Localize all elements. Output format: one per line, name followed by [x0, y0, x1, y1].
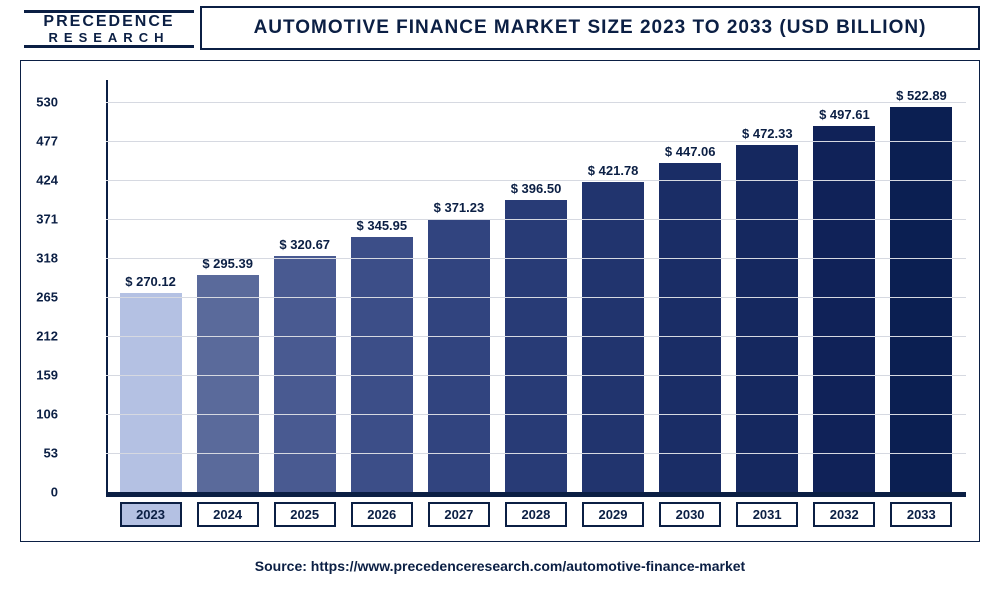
y-tick-label: 530 — [18, 95, 58, 110]
bar — [505, 200, 567, 492]
gridline — [106, 102, 966, 103]
y-tick-label: 477 — [18, 134, 58, 149]
bar-value-label: $ 371.23 — [434, 200, 485, 215]
logo-text-top: PRECEDENCE — [24, 14, 194, 31]
bar — [197, 275, 259, 492]
y-tick-label: 212 — [18, 329, 58, 344]
logo: PRECEDENCE RESEARCH — [24, 10, 194, 48]
y-tick-label: 371 — [18, 212, 58, 227]
x-axis-label: 2027 — [428, 502, 490, 527]
x-axis-label: 2029 — [582, 502, 644, 527]
bar — [890, 107, 952, 492]
x-axis-line — [106, 492, 966, 497]
y-tick-label: 424 — [18, 173, 58, 188]
bar — [736, 145, 798, 492]
gridline — [106, 414, 966, 415]
bar-value-label: $ 522.89 — [896, 88, 947, 103]
x-axis-label: 2028 — [505, 502, 567, 527]
x-axis-labels: 2023 2024 2025 2026 2027 2028 2029 2030 2031 2032… — [106, 502, 966, 527]
x-axis-label: 2023 — [120, 502, 182, 527]
y-tick-label: 106 — [18, 407, 58, 422]
chart-title-bar: AUTOMOTIVE FINANCE MARKET SIZE 2023 TO 2… — [200, 6, 980, 50]
bar-value-label: $ 396.50 — [511, 181, 562, 196]
gridline — [106, 141, 966, 142]
x-axis-label: 2032 — [813, 502, 875, 527]
gridline — [106, 219, 966, 220]
bar-value-label: $ 497.61 — [819, 107, 870, 122]
y-tick-label: 318 — [18, 251, 58, 266]
bar-value-label: $ 421.78 — [588, 163, 639, 178]
gridline — [106, 180, 966, 181]
bar — [120, 293, 182, 492]
x-axis-label: 2026 — [351, 502, 413, 527]
x-axis-label: 2030 — [659, 502, 721, 527]
gridline — [106, 453, 966, 454]
bar-value-label: $ 270.12 — [125, 274, 176, 289]
x-axis-label: 2033 — [890, 502, 952, 527]
x-axis-label: 2024 — [197, 502, 259, 527]
gridline — [106, 375, 966, 376]
gridline — [106, 297, 966, 298]
bar — [659, 163, 721, 492]
chart-title: AUTOMOTIVE FINANCE MARKET SIZE 2023 TO 2… — [254, 17, 927, 39]
bar-chart: $ 270.12$ 295.39$ 320.67$ 345.95$ 371.23… — [64, 80, 966, 492]
bar-value-label: $ 447.06 — [665, 144, 716, 159]
logo-text-bottom: RESEARCH — [24, 31, 194, 45]
bar-value-label: $ 320.67 — [279, 237, 330, 252]
gridline — [106, 258, 966, 259]
gridline — [106, 336, 966, 337]
source-text: Source: https://www.precedenceresearch.c… — [0, 558, 1000, 574]
y-tick-label: 159 — [18, 368, 58, 383]
y-tick-label: 265 — [18, 290, 58, 305]
plot-area: $ 270.12$ 295.39$ 320.67$ 345.95$ 371.23… — [106, 80, 966, 492]
y-tick-label: 53 — [18, 446, 58, 461]
bar-value-label: $ 472.33 — [742, 126, 793, 141]
y-tick-label: 0 — [18, 485, 58, 500]
x-axis-label: 2031 — [736, 502, 798, 527]
bar-value-label: $ 345.95 — [357, 218, 408, 233]
x-axis-label: 2025 — [274, 502, 336, 527]
bar — [428, 219, 490, 492]
